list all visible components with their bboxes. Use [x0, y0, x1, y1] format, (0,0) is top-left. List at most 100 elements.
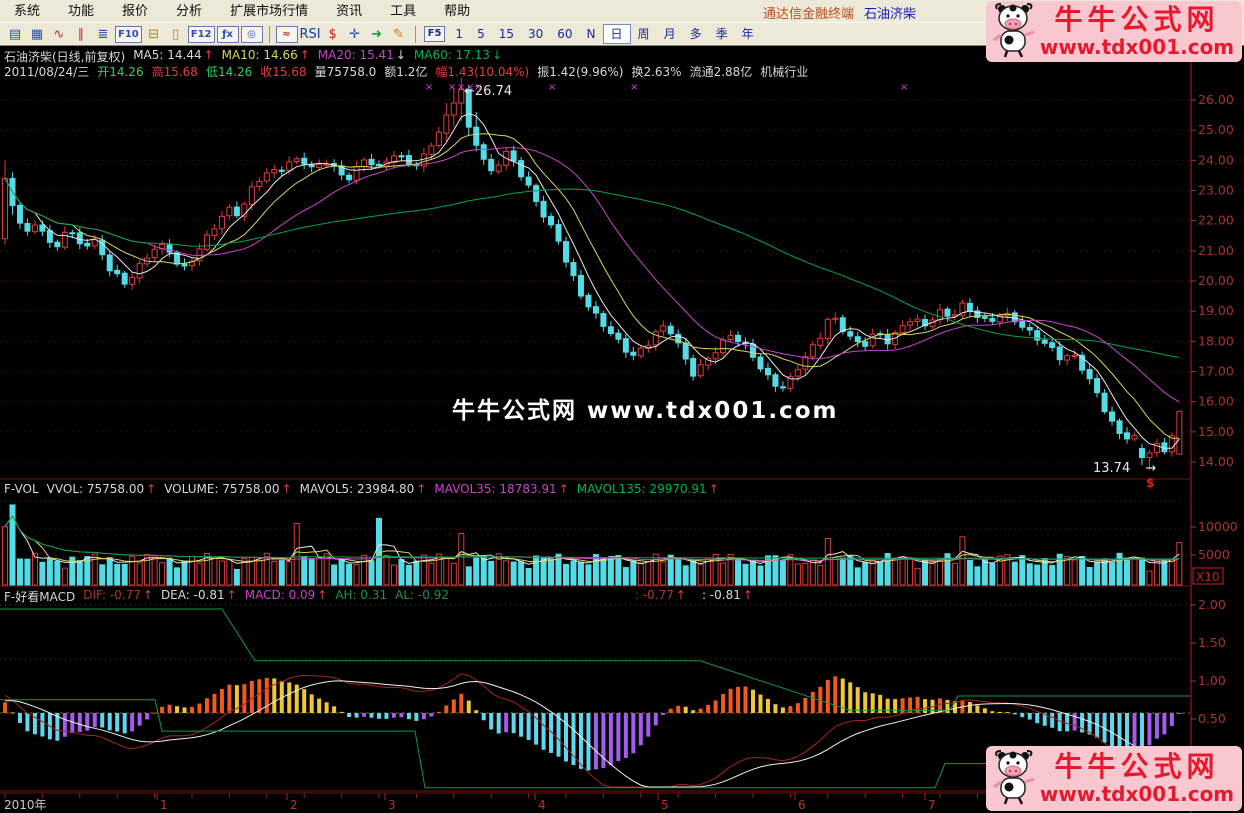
f12-icon[interactable]: F12: [187, 25, 215, 43]
trend-arrow-icon: ↑: [675, 588, 686, 602]
trend-chart-icon[interactable]: ∿: [53, 26, 65, 42]
menu-quote[interactable]: 报价: [122, 4, 149, 19]
timeline-month-label[interactable]: 5: [661, 798, 669, 812]
info-panel-icon[interactable]: ≣: [97, 26, 109, 42]
draw-pencil-icon[interactable]: ✎: [393, 26, 405, 42]
period-button-F5[interactable]: F5: [423, 26, 446, 42]
timeline-month-label[interactable]: 6: [798, 798, 806, 812]
high-annotation: ←26.74: [464, 84, 513, 99]
timeline-month-label[interactable]: 7: [928, 798, 936, 812]
current-stock-name: 石油济柴: [864, 7, 917, 22]
period-button-30[interactable]: 30: [527, 27, 544, 41]
notes-icon[interactable]: ▯: [172, 26, 180, 42]
ma20-line: [4, 147, 1180, 403]
timeline: 2010年 1 2 3 4 5 6 7: [4, 793, 1165, 812]
rsi-icon[interactable]: RSI: [299, 26, 321, 42]
period-button-年[interactable]: 年: [741, 27, 754, 41]
indicator-value: AH: 0.31: [335, 588, 388, 602]
axis-label: 20.00: [1198, 273, 1234, 288]
menu-help[interactable]: 帮助: [444, 4, 471, 19]
indicator-value: 换2.63%: [631, 65, 682, 79]
signal-x-marker: ×: [425, 82, 434, 93]
period-button-季[interactable]: 季: [715, 27, 728, 41]
period-button-60[interactable]: 60: [557, 27, 573, 41]
trend-arrow-icon: ↑: [742, 588, 753, 602]
period-button-N[interactable]: N: [586, 27, 596, 41]
indicator-value: MA10: 14.66: [221, 48, 298, 62]
trend-arrow-icon: ↑: [416, 482, 427, 496]
axis-label: 1.50: [1198, 635, 1226, 650]
trend-arrow-icon: ↑: [146, 482, 157, 496]
menu-extended-market[interactable]: 扩展市场行情: [230, 4, 309, 19]
menu-system[interactable]: 系统: [14, 4, 41, 19]
menu-analysis[interactable]: 分析: [176, 4, 203, 19]
report-icon[interactable]: ▤: [8, 26, 22, 42]
period-button-日[interactable]: 日: [602, 24, 631, 44]
block-tree-icon[interactable]: ⊟: [148, 26, 160, 42]
volume-indicator-line: F-VOL VVOL: 75758.00 ↑ VOLUME: 75758.00 ↑ MAV…: [4, 482, 719, 496]
axis-label: 0.50: [1198, 711, 1226, 726]
axis-label: 25.00: [1198, 122, 1234, 137]
watermark-url: www.tdx001.com: [1039, 781, 1235, 806]
wave-indicator-icon[interactable]: ≈: [275, 25, 298, 43]
indicator-value: 石油济柴(日线,前复权): [4, 50, 126, 64]
volume-pane[interactable]: [0, 498, 1190, 586]
goto-icon[interactable]: ➜: [371, 26, 383, 42]
period-button-5[interactable]: 5: [477, 27, 485, 41]
ohlc-info-line: 2011/08/24/三 开14.26 高15.68 低14.26 收15.68 量757…: [4, 63, 808, 80]
period-button-多[interactable]: 多: [689, 27, 702, 41]
indicator-value: DIF: -0.77: [83, 588, 141, 602]
right-arrow-icon: →: [1145, 461, 1157, 476]
search-icon[interactable]: ◎: [240, 25, 263, 43]
period-button-月[interactable]: 月: [663, 27, 676, 41]
signal-x-marker: ×: [900, 82, 909, 93]
indicator-value: 高15.68: [151, 65, 198, 79]
indicator-value: AL: -0.92: [395, 588, 449, 602]
dea-line: [4, 680, 1180, 788]
move-cross-icon[interactable]: ✛: [349, 26, 361, 42]
period-button-15[interactable]: 15: [498, 27, 514, 41]
signal-x-marker: ×: [466, 82, 475, 93]
signal-x-marker: ×: [548, 82, 557, 93]
indicator-value: 开14.26: [97, 65, 144, 79]
indicator-value: 机械行业: [760, 65, 809, 79]
axis-label: 17.00: [1198, 364, 1234, 379]
menu-function[interactable]: 功能: [68, 4, 95, 19]
indicator-value: : -0.77: [634, 588, 674, 602]
timeline-month-label[interactable]: 2: [290, 798, 298, 812]
stock-info-line: 石油济柴(日线,前复权) MA5: 14.44 ↑ MA10: 14.66 ↑ MA20:…: [4, 48, 502, 65]
indicator-value: DEA: -0.81: [160, 588, 225, 602]
timeline-month-label[interactable]: 4: [538, 798, 546, 812]
watermark-bottom-right: 牛牛公式网 www.tdx001.com: [986, 746, 1242, 811]
kline-chart-icon[interactable]: ∥: [77, 26, 85, 42]
timeline-month-label[interactable]: 1: [160, 798, 168, 812]
menu-news[interactable]: 资讯: [336, 4, 363, 19]
period-button-1[interactable]: 1: [455, 27, 464, 41]
money-icon[interactable]: $: [328, 26, 337, 42]
cow-mascot-icon: [992, 2, 1038, 62]
watermark-site-name: 牛牛公式网: [1054, 749, 1220, 783]
indicator-value: F-VOL: [4, 482, 39, 496]
formula-icon[interactable]: ƒx: [216, 25, 239, 43]
axis-label: 15.00: [1198, 424, 1234, 439]
trend-arrow-icon: ↑: [317, 588, 328, 602]
dollar-marker: $: [1146, 476, 1155, 490]
indicator-value: MAVOL5: 23984.80: [299, 482, 415, 496]
axis-label: 16.00: [1198, 394, 1234, 409]
axis-label: 23.00: [1198, 183, 1234, 198]
toolbar-separator: [414, 25, 416, 43]
f10-icon[interactable]: F10: [115, 25, 142, 43]
period-button-周[interactable]: 周: [637, 27, 650, 41]
axis-label: 24.00: [1198, 152, 1234, 167]
timeline-month-label[interactable]: 3: [388, 798, 396, 812]
trend-arrow-icon: ↓: [395, 48, 406, 62]
terminal-name: 通达信金融终端: [763, 7, 855, 22]
timeline-year-label[interactable]: 2010年: [4, 798, 47, 812]
indicator-value: MAVOL135: 29970.91: [576, 482, 707, 496]
quote-grid-icon[interactable]: ▦: [30, 26, 44, 42]
window-title: 通达信金融终端 石油济柴: [763, 3, 916, 22]
menu-tools[interactable]: 工具: [390, 4, 417, 19]
macd-indicator-line: F-好看MACD DIF: -0.77 ↑ DEA: -0.81 ↑ MACD: 0.09…: [4, 588, 753, 605]
indicator-value: 流通2.88亿: [689, 65, 753, 79]
